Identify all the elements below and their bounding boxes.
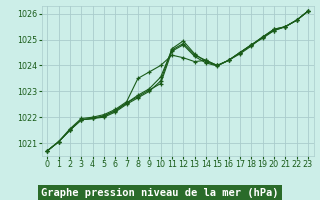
Text: Graphe pression niveau de la mer (hPa): Graphe pression niveau de la mer (hPa) bbox=[41, 188, 279, 198]
